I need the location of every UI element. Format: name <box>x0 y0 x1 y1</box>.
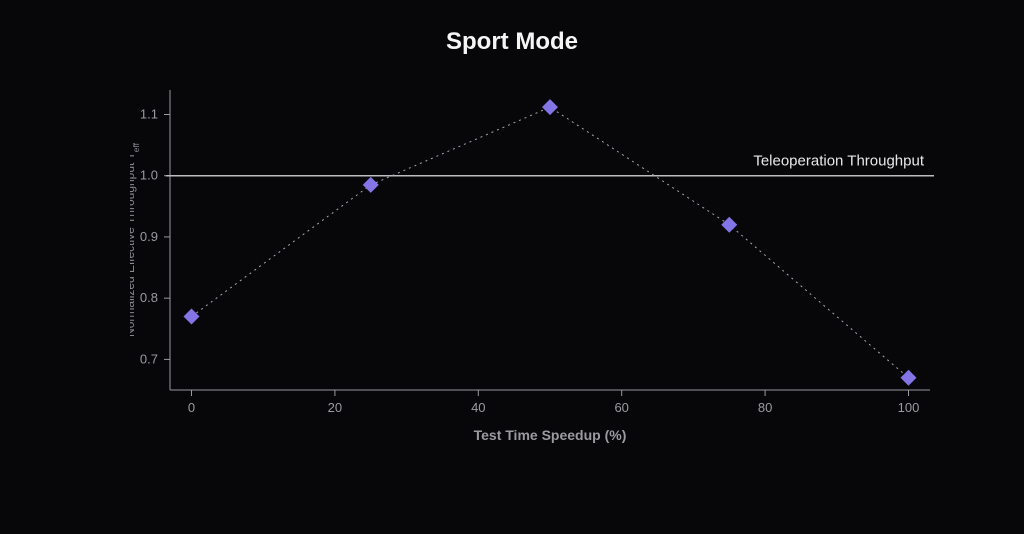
x-tick-label: 80 <box>758 400 772 415</box>
chart-title: Sport Mode <box>0 28 1024 56</box>
x-tick-label: 40 <box>471 400 485 415</box>
x-tick-label: 100 <box>898 400 920 415</box>
y-tick-label: 1.1 <box>140 106 158 121</box>
y-tick-label: 1.0 <box>140 168 158 183</box>
x-tick-label: 0 <box>188 400 195 415</box>
chart-svg: 0 20 40 60 80 100 0.7 0.8 0.9 1.0 1.1 Test Time Spe… <box>130 80 940 500</box>
data-point <box>542 99 558 115</box>
x-tick-label: 20 <box>328 400 342 415</box>
reference-label: Teleoperation Throughput <box>753 153 925 170</box>
plot-area: 0 20 40 60 80 100 0.7 0.8 0.9 1.0 1.1 Test Time Spe… <box>130 80 940 440</box>
data-point <box>363 177 379 193</box>
chart-container: Sport Mode 0 20 40 60 80 100 0.7 0.8 0.9 1.0 1.1 Te… <box>0 0 1024 534</box>
y-tick-label: 0.9 <box>140 229 158 244</box>
x-tick-label: 60 <box>614 400 628 415</box>
series-line <box>192 107 909 378</box>
y-tick-label: 0.8 <box>140 290 158 305</box>
data-point <box>900 370 916 386</box>
data-point <box>184 309 200 325</box>
y-tick-label: 0.7 <box>140 351 158 366</box>
data-point <box>721 217 737 233</box>
x-axis-label: Test Time Speedup (%) <box>474 427 627 443</box>
